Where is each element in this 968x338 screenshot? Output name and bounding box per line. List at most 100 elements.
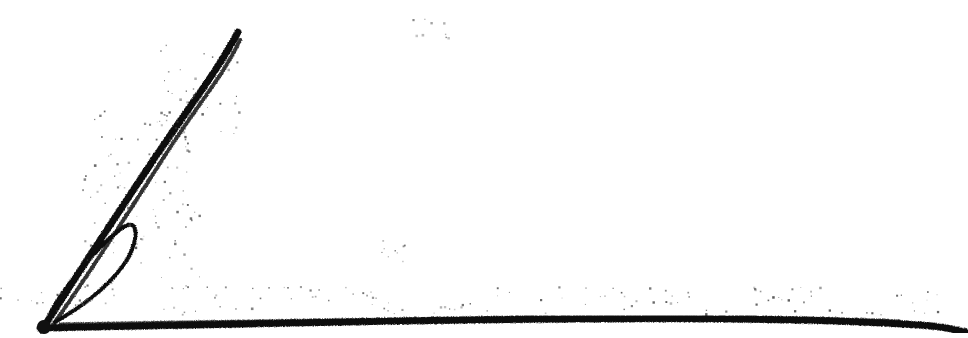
noise-speck (165, 119, 168, 122)
noise-speck (176, 166, 179, 169)
noise-speck (382, 240, 385, 242)
noise-speck (181, 313, 184, 316)
noise-speck (558, 286, 561, 289)
noise-speck (199, 276, 200, 278)
noise-speck (183, 253, 186, 256)
noise-speck (101, 136, 103, 138)
noise-speck (387, 256, 389, 258)
noise-speck (90, 196, 92, 198)
noise-speck (163, 114, 165, 116)
noise-speck (190, 219, 193, 222)
noise-speck (913, 310, 915, 312)
noise-speck (233, 133, 235, 134)
noise-speck (86, 259, 89, 261)
noise-speck (936, 294, 938, 296)
noise-speck (166, 115, 168, 117)
noise-speck (141, 238, 144, 241)
noise-speck (362, 292, 365, 295)
noise-speck (314, 295, 317, 298)
noise-speck (155, 138, 158, 141)
noise-speck (497, 295, 498, 297)
noise-speck (599, 296, 601, 298)
noise-speck (196, 110, 198, 113)
noise-speck (772, 296, 775, 299)
noise-speck (810, 290, 812, 293)
noise-speck (220, 131, 222, 132)
noise-speck (828, 309, 831, 312)
noise-speck (936, 310, 940, 314)
noise-speck (171, 93, 173, 94)
noise-speck (649, 287, 652, 290)
noise-speck (705, 313, 708, 316)
noise-speck (81, 303, 85, 306)
noise-speck (186, 101, 189, 104)
noise-speck (791, 288, 794, 291)
noise-speck (778, 297, 780, 298)
noise-speck (125, 262, 127, 264)
noise-speck (445, 36, 447, 39)
noise-speck (561, 297, 563, 299)
noise-speck (86, 299, 89, 301)
noise-speck (623, 308, 625, 311)
noise-speck (182, 288, 184, 290)
noise-speck (160, 111, 163, 115)
noise-speck (194, 77, 197, 80)
noise-speck (912, 302, 914, 304)
noise-speck (215, 294, 218, 297)
noise-speck (430, 22, 433, 25)
noise-speck (449, 308, 451, 310)
noise-speck (183, 311, 186, 314)
noise-speck (89, 244, 93, 247)
noise-speck (84, 286, 86, 288)
noise-speck (461, 303, 464, 307)
noise-speck (189, 217, 193, 220)
noise-speck (259, 297, 262, 300)
noise-speck (192, 88, 195, 90)
noise-speck (393, 313, 395, 315)
noise-speck (36, 302, 39, 305)
noise-speck (111, 240, 113, 242)
noise-speck (268, 287, 270, 289)
noise-speck (388, 302, 389, 304)
noise-speck (185, 146, 187, 148)
noise-speck (630, 305, 633, 308)
noise-speck (182, 110, 183, 112)
noise-speck (174, 240, 176, 242)
noise-speck (394, 250, 396, 252)
noise-speck (787, 299, 790, 302)
noise-speck (415, 34, 418, 38)
noise-speck (119, 185, 121, 187)
noise-speck (169, 138, 172, 141)
noise-speck (206, 286, 208, 288)
noise-speck (402, 260, 404, 263)
noise-speck (635, 300, 638, 303)
noise-speck (183, 131, 186, 134)
noise-speck (82, 189, 84, 192)
noise-speck (671, 295, 673, 297)
noise-speck (0, 297, 2, 300)
noise-speck (214, 296, 216, 299)
noise-speck (439, 306, 443, 309)
noise-speck (211, 56, 214, 58)
noise-speck (127, 206, 130, 210)
noise-speck (113, 252, 114, 254)
noise-speck (620, 291, 623, 294)
signature-start-dot (37, 320, 51, 334)
noise-speck (89, 300, 91, 302)
noise-speck (182, 190, 184, 192)
noise-speck (40, 292, 43, 294)
noise-speck (111, 282, 113, 285)
noise-speck (871, 312, 874, 315)
noise-speck (443, 22, 446, 25)
noise-speck (371, 296, 375, 299)
noise-speck (460, 306, 463, 309)
noise-speck (160, 124, 163, 127)
noise-speck (767, 299, 770, 302)
noise-speck (352, 293, 354, 295)
noise-speck (176, 210, 179, 214)
noise-speck (433, 312, 435, 314)
noise-speck (99, 114, 102, 117)
noise-speck (198, 214, 201, 218)
noise-speck (166, 166, 169, 169)
noise-speck (402, 245, 405, 248)
